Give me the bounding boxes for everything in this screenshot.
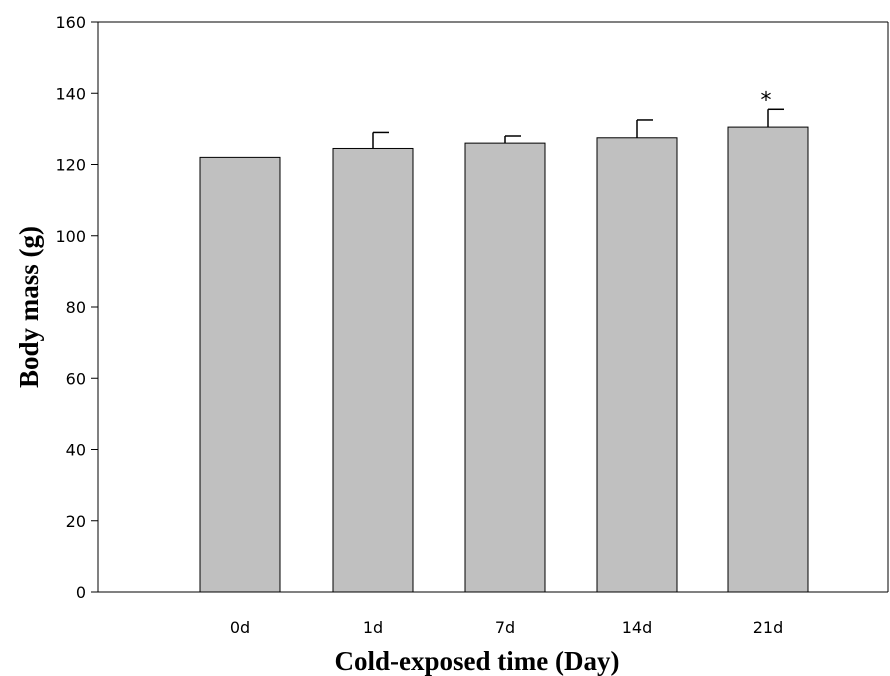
y-tick-label: 0: [76, 583, 86, 602]
x-axis-ticks: 0d 1d 7d 14d 21d: [230, 618, 783, 637]
y-axis-title: Body mass (g): [14, 226, 44, 388]
y-tick-label: 20: [66, 512, 86, 531]
y-tick-label: 120: [55, 156, 86, 175]
x-tick-label: 0d: [230, 618, 250, 637]
bar: [727, 126, 809, 593]
y-axis-ticks: 0 20 40 60 80 100 120 140 160: [55, 13, 98, 602]
bar: [464, 142, 546, 593]
y-tick-label: 60: [66, 369, 86, 388]
y-tick-label: 100: [55, 227, 86, 246]
x-tick-label: 7d: [495, 618, 515, 637]
y-tick-label: 140: [55, 84, 86, 103]
y-tick-label: 160: [55, 13, 86, 32]
bar: [332, 147, 414, 593]
x-tick-label: 21d: [753, 618, 784, 637]
bars: *: [199, 88, 809, 593]
y-tick-label: 40: [66, 441, 86, 460]
y-tick-label: 80: [66, 298, 86, 317]
x-tick-label: 14d: [622, 618, 653, 637]
bar: [596, 137, 678, 593]
bar: [199, 156, 281, 593]
x-axis-title: Cold-exposed time (Day): [335, 646, 620, 676]
x-tick-label: 1d: [363, 618, 383, 637]
significance-marker: *: [761, 88, 772, 113]
